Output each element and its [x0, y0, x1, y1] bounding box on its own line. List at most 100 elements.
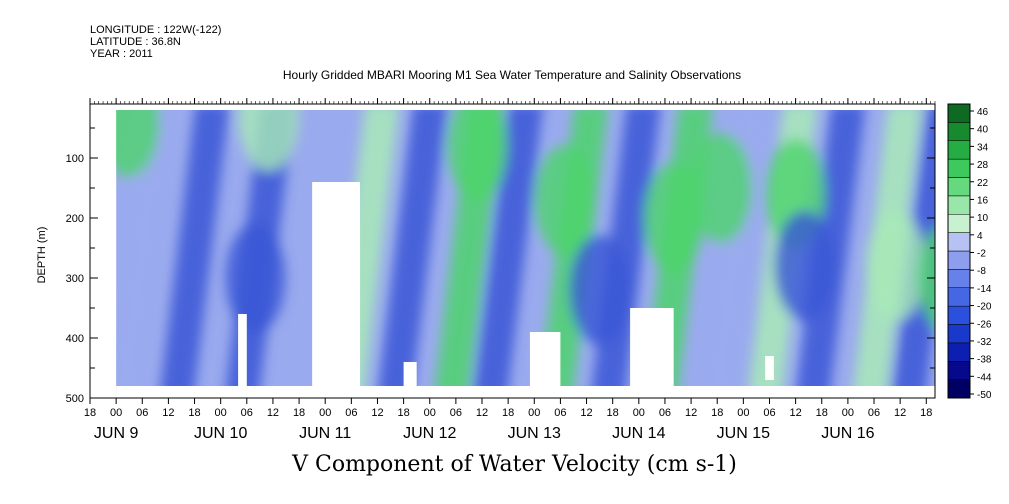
- velocity-patch: [569, 235, 630, 345]
- colorbar-swatch: [947, 177, 971, 197]
- velocity-patch: [691, 133, 752, 243]
- colorbar-swatch: [947, 305, 971, 325]
- x-hour-tick-label: 12: [371, 407, 383, 419]
- x-day-label: JUN 14: [612, 425, 665, 442]
- missing-region: [403, 362, 417, 398]
- velocity-patch: [918, 228, 935, 328]
- x-hour-tick-label: 00: [424, 407, 436, 419]
- velocity-patch: [774, 211, 835, 321]
- y-axis-label: DEPTH (m): [36, 227, 48, 284]
- x-hour-tick-label: 18: [502, 407, 514, 419]
- x-day-label: JUN 10: [194, 425, 247, 442]
- colorbar-label: -44: [977, 372, 992, 383]
- missing-region: [312, 182, 361, 398]
- colorbar-swatch: [947, 140, 971, 160]
- velocity-band: [107, 104, 178, 398]
- velocity-band: [159, 104, 230, 398]
- missing-data-mask: [90, 104, 935, 398]
- x-day-label: JUN 15: [717, 425, 770, 442]
- colorbar-frame: [947, 103, 971, 399]
- x-hour-tick-label: 12: [894, 407, 906, 419]
- x-hour-tick-label: 18: [711, 407, 723, 419]
- x-hour-tick-label: 00: [110, 407, 122, 419]
- x-hour-tick-label: 18: [816, 407, 828, 419]
- x-hour-tick-label: 06: [136, 407, 148, 419]
- variable-title: V Component of Water Velocity (cm s-1): [292, 452, 737, 477]
- x-hour-tick-label: 18: [293, 407, 305, 419]
- x-hour-tick-label: 00: [215, 407, 227, 419]
- colorbar-label: -38: [977, 355, 992, 366]
- x-hour-tick-label: 06: [554, 407, 566, 419]
- colorbar-swatch: [947, 269, 971, 288]
- colorbar-swatch: [947, 195, 971, 215]
- x-hour-tick-label: 12: [476, 407, 488, 419]
- colorbar-label: 16: [977, 195, 989, 206]
- colorbar-label: 40: [977, 125, 989, 136]
- x-hour-tick-label: 12: [162, 407, 174, 419]
- x-hour-tick-label: 06: [450, 407, 462, 419]
- colorbar-label: 10: [977, 213, 989, 224]
- x-hour-tick-label: 18: [397, 407, 409, 419]
- year-label: YEAR : 2011: [90, 48, 153, 60]
- velocity-band: [699, 104, 770, 398]
- x-hour-tick-label: 06: [868, 407, 880, 419]
- colorbar-swatch: [947, 361, 971, 380]
- colorbar-label: -50: [977, 390, 992, 401]
- plot-title: Hourly Gridded MBARI Mooring M1 Sea Wate…: [282, 68, 742, 82]
- colorbar-swatch: [947, 287, 971, 307]
- velocity-patch: [534, 145, 595, 255]
- missing-lead: [90, 104, 117, 398]
- colorbar: 46 40 34 28 22 16 10 4 -2 -8 -14 -20 -26 -32 -38 -44 -50: [947, 103, 992, 401]
- x-hour-tick-label: 12: [580, 407, 592, 419]
- x-hour-tick-label: 12: [685, 407, 697, 419]
- x-hour-tick-label: 06: [659, 407, 671, 419]
- colorbar-label: -2: [977, 249, 986, 260]
- colorbar-label: -20: [977, 302, 992, 313]
- y-tick-label: 400: [66, 333, 84, 345]
- x-hour-tick-label: 00: [633, 407, 645, 419]
- missing-top: [90, 104, 935, 110]
- colorbar-swatch: [947, 214, 971, 233]
- x-hour-tick-label: 00: [319, 407, 331, 419]
- colorbar-swatch: [947, 379, 971, 399]
- colorbar-label: 34: [977, 142, 989, 153]
- x-hour-tick-label: 06: [241, 407, 253, 419]
- colorbar-label: 28: [977, 160, 989, 171]
- x-hour-tick-label: 18: [607, 407, 619, 419]
- missing-region: [238, 314, 247, 398]
- velocity-band: [377, 104, 448, 398]
- metadata-block: LONGITUDE : 122W(-122) LATITUDE : 36.8N …: [90, 24, 221, 60]
- longitude-label: LONGITUDE : 122W(-122): [90, 24, 222, 36]
- missing-region: [630, 308, 674, 398]
- colorbar-label: 46: [977, 107, 989, 118]
- colorbar-label: -26: [977, 319, 992, 330]
- x-hour-tick-label: 18: [188, 407, 200, 419]
- colorbar-swatch: [947, 122, 971, 141]
- axes: 18 00 06 12 18 00 06 12 18 00 06 12 18 00 06 12 18 00 06 12…: [66, 98, 936, 442]
- x-hour-tick-label: 00: [842, 407, 854, 419]
- x-day-label: JUN 9: [94, 425, 139, 442]
- colorbar-swatch: [947, 324, 971, 344]
- y-tick-label: 200: [66, 213, 84, 225]
- velocity-patch: [238, 104, 299, 171]
- colorbar-swatch: [947, 232, 971, 252]
- x-hour-tick-label: 06: [345, 407, 357, 419]
- velocity-patch: [865, 211, 926, 321]
- missing-region: [765, 356, 774, 380]
- colorbar-swatch: [947, 250, 971, 270]
- colorbar-label: -32: [977, 337, 992, 348]
- x-day-label: JUN 12: [403, 425, 456, 442]
- colorbar-label: 4: [977, 231, 983, 242]
- colorbar-label: -8: [977, 266, 986, 277]
- x-hour-tick-label: 12: [267, 407, 279, 419]
- x-day-label: JUN 16: [821, 425, 874, 442]
- y-tick-label: 300: [66, 273, 84, 285]
- colorbar-swatch: [947, 158, 971, 178]
- colorbar-label: 22: [977, 178, 989, 189]
- y-tick-label: 500: [66, 393, 84, 405]
- x-hour-tick-label: 06: [763, 407, 775, 419]
- missing-region: [529, 332, 561, 398]
- colorbar-label: -14: [977, 284, 992, 295]
- x-hour-tick-label: 18: [84, 407, 96, 419]
